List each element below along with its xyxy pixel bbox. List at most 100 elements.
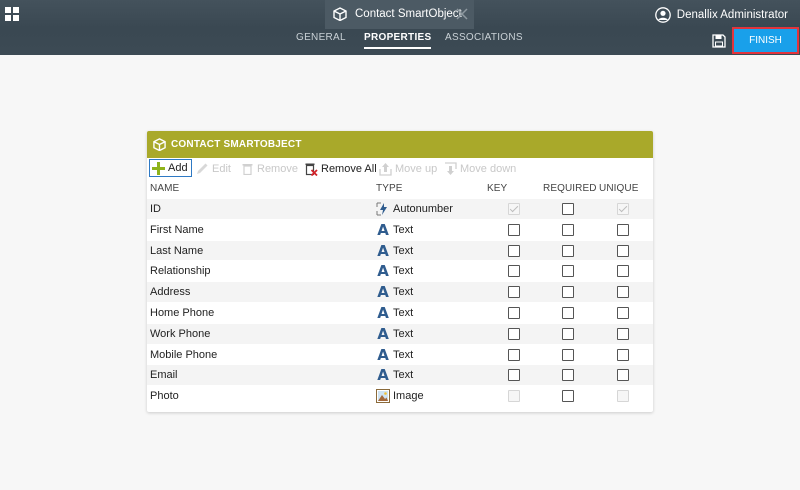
unique-checkbox[interactable] [617, 369, 629, 382]
property-type-label: Text [393, 286, 414, 299]
smartobject-panel: CONTACT SMARTOBJECT Add Edit Remove [147, 131, 653, 412]
property-type: A Text [376, 283, 414, 302]
text-icon: A [377, 241, 389, 260]
document-tab[interactable]: Contact SmartObject [325, 0, 474, 29]
key-checkbox[interactable] [508, 244, 520, 257]
property-type-label: Text [393, 265, 414, 278]
required-checkbox[interactable] [562, 369, 574, 382]
move-down-label: Move down [460, 162, 517, 175]
unique-checkbox[interactable] [617, 348, 629, 361]
table-row[interactable]: Photo Image [147, 386, 653, 407]
table-row[interactable]: Mobile Phone A Text [147, 345, 653, 366]
text-icon: A [377, 345, 389, 364]
cube-icon [153, 138, 166, 151]
unique-checkbox[interactable] [617, 286, 629, 299]
required-checkbox[interactable] [562, 390, 574, 403]
property-name: Address [150, 286, 191, 299]
table-row[interactable]: Email A Text [147, 365, 653, 387]
required-checkbox[interactable] [562, 348, 574, 361]
property-name: Work Phone [150, 327, 211, 340]
unique-checkbox [617, 390, 629, 403]
column-header-name: NAME [150, 183, 180, 194]
tab-associations[interactable]: ASSOCIATIONS [445, 32, 523, 43]
properties-toolbar: Add Edit Remove Remove All Move up [147, 158, 653, 178]
property-name: ID [150, 203, 161, 215]
unique-checkbox[interactable] [617, 306, 629, 319]
property-type-label: Autonumber [393, 203, 453, 215]
required-checkbox[interactable] [562, 203, 574, 215]
property-type: Image [376, 389, 424, 404]
text-icon: A [377, 303, 389, 322]
tab-properties[interactable]: PROPERTIES [364, 32, 432, 49]
properties-table: ID Autonumber First Name A Text Last Name A Tex… [147, 199, 653, 407]
property-type: A Text [376, 368, 414, 383]
panel-header: CONTACT SMARTOBJECT [147, 131, 653, 158]
table-row[interactable]: Address A Text [147, 282, 653, 303]
table-row[interactable]: First Name A Text [147, 220, 653, 241]
table-row[interactable]: Relationship A Text [147, 261, 653, 283]
autonumber-icon [376, 202, 390, 216]
move-up-icon [379, 162, 392, 176]
property-name: Mobile Phone [150, 348, 218, 361]
property-type: A Text [376, 264, 414, 279]
unique-checkbox[interactable] [617, 244, 629, 257]
property-type: Autonumber [376, 202, 453, 216]
top-bar: Contact SmartObject Denallix Administrat… [0, 0, 800, 55]
table-row[interactable]: Last Name A Text [147, 240, 653, 262]
required-checkbox[interactable] [562, 265, 574, 278]
required-checkbox[interactable] [562, 244, 574, 257]
key-checkbox[interactable] [508, 348, 520, 361]
table-row[interactable]: ID Autonumber [147, 199, 653, 220]
user-avatar-icon [654, 7, 671, 23]
property-type-label: Text [393, 369, 414, 382]
user-menu[interactable]: Denallix Administrator [654, 6, 788, 24]
unique-checkbox[interactable] [617, 327, 629, 340]
unique-checkbox [617, 203, 629, 215]
unique-checkbox[interactable] [617, 223, 629, 236]
required-checkbox[interactable] [562, 286, 574, 299]
property-type-label: Text [393, 348, 414, 361]
property-type-label: Text [393, 223, 414, 236]
finish-button[interactable]: FINISH [732, 27, 799, 54]
key-checkbox[interactable] [508, 265, 520, 278]
property-name: Last Name [150, 244, 204, 257]
remove-all-button[interactable]: Remove All [304, 160, 377, 177]
key-checkbox[interactable] [508, 286, 520, 299]
trash-icon [242, 164, 253, 175]
key-checkbox[interactable] [508, 369, 520, 382]
property-name: Email [150, 369, 178, 382]
key-checkbox [508, 390, 520, 403]
add-button[interactable]: Add [149, 159, 192, 177]
apps-grid-icon[interactable] [5, 7, 19, 21]
property-type: A Text [376, 303, 414, 322]
required-checkbox[interactable] [562, 223, 574, 236]
required-checkbox[interactable] [562, 306, 574, 319]
tab-general[interactable]: GENERAL [296, 32, 346, 43]
required-checkbox[interactable] [562, 327, 574, 340]
table-row[interactable]: Home Phone A Text [147, 303, 653, 324]
text-icon: A [377, 283, 389, 302]
unique-checkbox[interactable] [617, 265, 629, 278]
remove-button[interactable]: Remove [241, 160, 298, 177]
property-type-label: Image [393, 390, 424, 403]
edit-button[interactable]: Edit [196, 160, 231, 177]
key-checkbox[interactable] [508, 223, 520, 236]
remove-all-label: Remove All [321, 162, 377, 175]
move-up-button[interactable]: Move up [379, 160, 437, 177]
property-name: First Name [150, 223, 204, 236]
move-down-button[interactable]: Move down [444, 160, 516, 177]
plus-icon [152, 161, 165, 175]
key-checkbox[interactable] [508, 327, 520, 340]
nav-tabs: GENERAL PROPERTIES ASSOCIATIONS [0, 32, 800, 52]
image-icon [376, 389, 390, 404]
text-icon: A [377, 324, 389, 343]
column-header-required: REQUIRED [543, 183, 597, 194]
property-name: Home Phone [150, 306, 215, 319]
save-icon[interactable] [712, 34, 726, 48]
property-type-label: Text [393, 306, 414, 319]
key-checkbox[interactable] [508, 306, 520, 319]
column-header-type: TYPE [376, 183, 403, 194]
cube-icon [333, 7, 347, 21]
close-icon[interactable] [455, 6, 469, 22]
table-row[interactable]: Work Phone A Text [147, 323, 653, 345]
